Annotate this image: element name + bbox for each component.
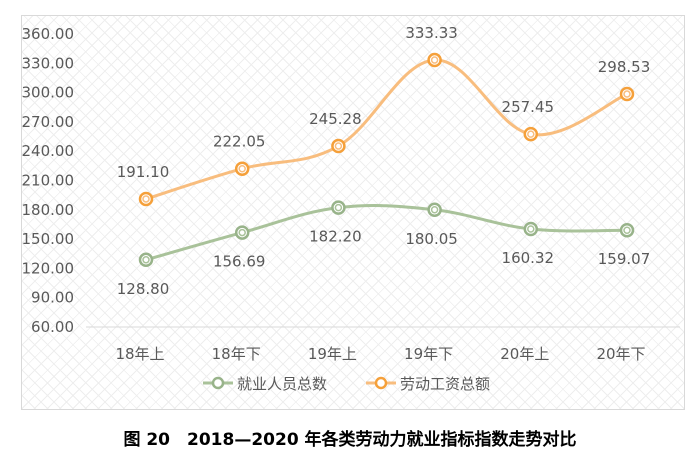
- legend-label: 就业人员总数: [237, 375, 327, 393]
- data-label: 182.20: [309, 228, 362, 246]
- data-point: [619, 222, 635, 238]
- data-point-inner: [527, 225, 535, 233]
- y-tick-label: 90.00: [31, 289, 74, 307]
- y-tick-label: 330.00: [22, 54, 75, 72]
- data-point: [523, 221, 539, 237]
- data-point-inner: [142, 195, 150, 203]
- y-tick-label: 210.00: [22, 172, 75, 190]
- data-point-inner: [238, 228, 246, 237]
- data-point: [427, 202, 442, 218]
- data-label: 191.10: [117, 163, 170, 181]
- data-point-inner: [623, 90, 631, 98]
- data-label: 128.80: [117, 280, 170, 298]
- x-tick-label: 20年下: [596, 345, 645, 363]
- x-tick-label: 18年上: [115, 345, 164, 363]
- data-point: [234, 161, 250, 176]
- x-tick-label: 19年下: [404, 345, 453, 363]
- data-label: 257.45: [502, 98, 555, 116]
- x-tick-label: 18年下: [212, 345, 261, 363]
- data-label: 222.05: [213, 133, 266, 151]
- data-label: 160.32: [502, 249, 555, 267]
- data-point: [138, 252, 154, 268]
- data-point: [427, 52, 442, 68]
- y-tick-label: 180.00: [22, 201, 75, 219]
- data-point: [523, 126, 539, 142]
- series-line: [145, 58, 628, 201]
- legend-marker: [374, 376, 388, 390]
- y-tick-label: 270.00: [22, 113, 75, 131]
- data-label: 333.33: [405, 24, 458, 42]
- data-point: [331, 200, 346, 215]
- data-point: [331, 138, 346, 154]
- data-point: [619, 86, 635, 102]
- data-point: [138, 191, 154, 207]
- x-tick-label: 20年上: [500, 345, 549, 363]
- data-point-inner: [430, 206, 439, 214]
- figure-caption: 图 20 2018—2020 年各类劳动力就业指标指数走势对比: [123, 430, 577, 450]
- y-tick-label: 240.00: [22, 142, 75, 160]
- data-label: 245.28: [309, 110, 362, 128]
- legend-marker: [211, 376, 225, 390]
- y-tick-label: 60.00: [31, 318, 74, 336]
- data-point-inner: [527, 130, 535, 138]
- data-point-inner: [430, 56, 439, 64]
- y-tick-label: 150.00: [22, 230, 75, 248]
- data-label: 298.53: [598, 58, 651, 76]
- legend-label: 劳动工资总额: [400, 375, 490, 393]
- chart-frame: [21, 15, 685, 410]
- data-point: [234, 225, 250, 240]
- data-point-inner: [238, 164, 246, 173]
- data-label: 156.69: [213, 253, 266, 271]
- data-label: 180.05: [405, 230, 458, 248]
- y-tick-label: 120.00: [22, 259, 75, 277]
- data-point-inner: [623, 226, 631, 234]
- data-point-inner: [334, 142, 343, 150]
- x-tick-label: 19年上: [308, 345, 357, 363]
- data-label: 159.07: [598, 250, 651, 268]
- series-line: [145, 204, 628, 262]
- data-point-inner: [142, 256, 150, 264]
- data-point-inner: [334, 203, 343, 212]
- y-tick-label: 300.00: [22, 84, 75, 102]
- y-tick-label: 360.00: [22, 25, 75, 43]
